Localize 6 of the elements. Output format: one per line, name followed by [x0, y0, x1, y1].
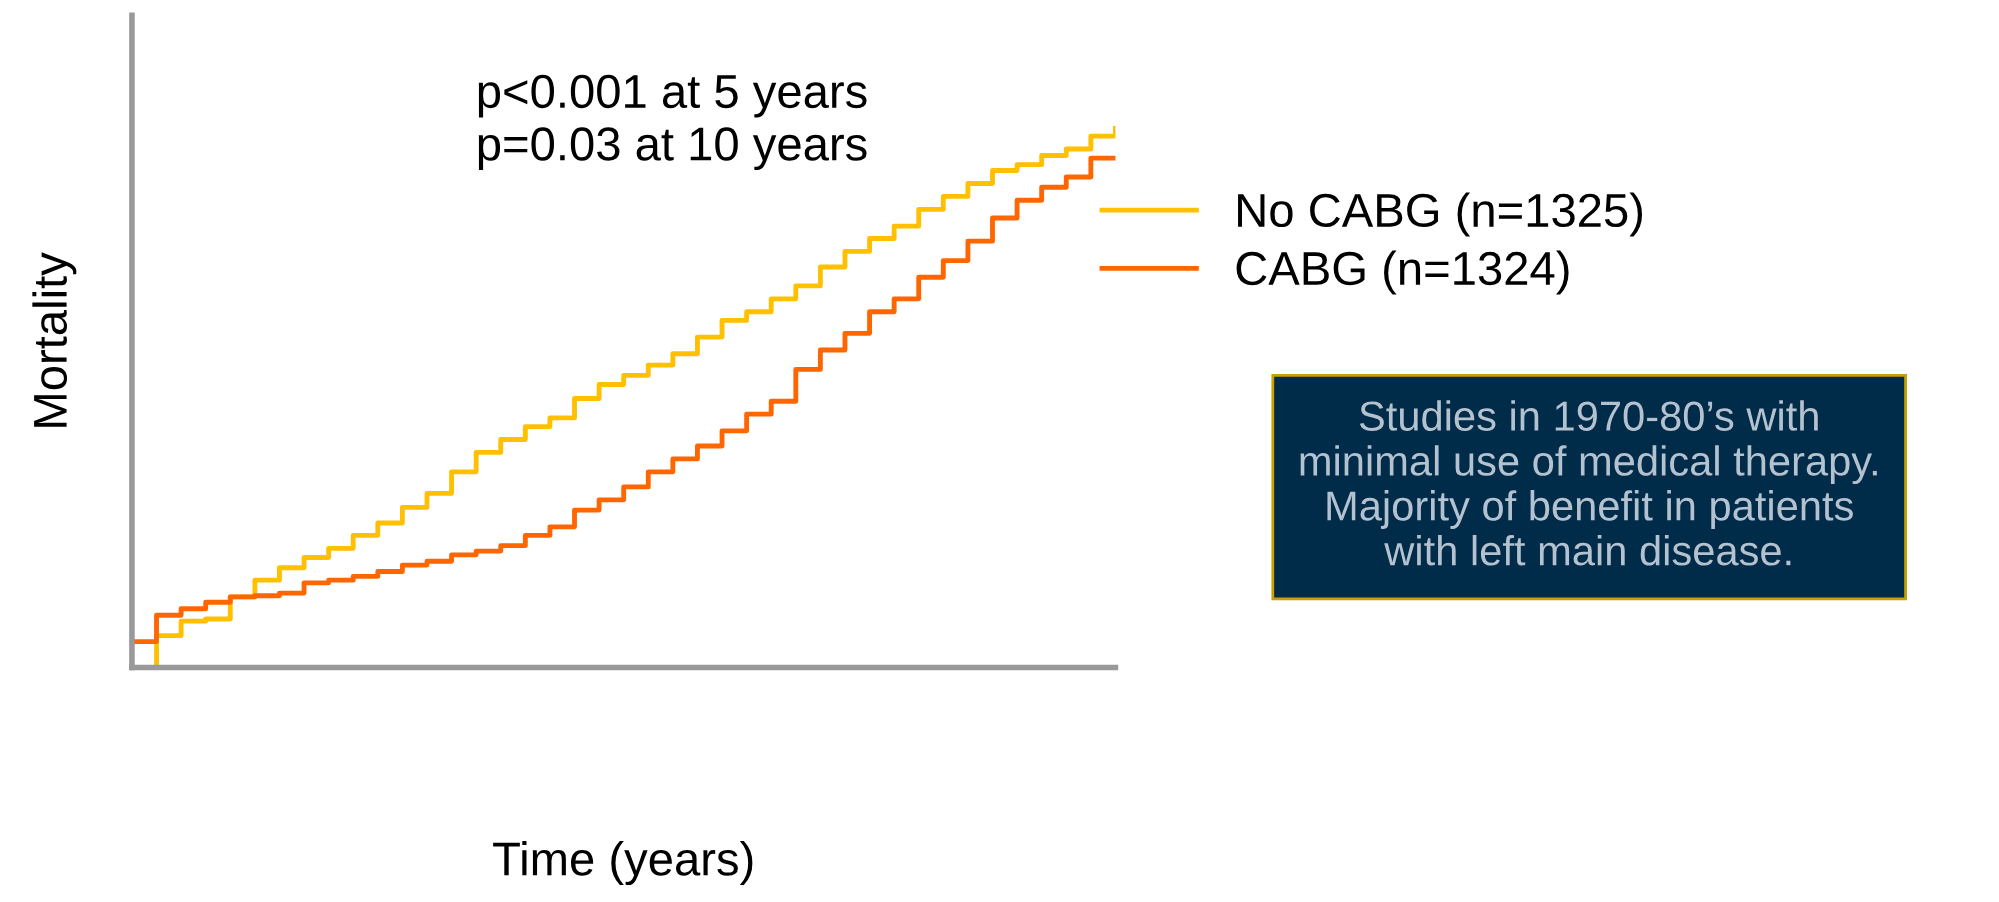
- y-axis-title: Mortality: [32, 252, 77, 427]
- text: Studies in 1970-80’s with minimal use of medical therapy. Majority of benefit in patients with left main disease.: [1300, 400, 1877, 566]
- annotation: p<0.001 at 5 years p=0.03 at 10 years: [478, 74, 867, 171]
- legend-label: CABG (n=1324): [1236, 250, 1569, 295]
- x-axis-title: Time (years): [493, 841, 753, 886]
- legend-label: No CABG (n=1325): [1238, 192, 1643, 237]
